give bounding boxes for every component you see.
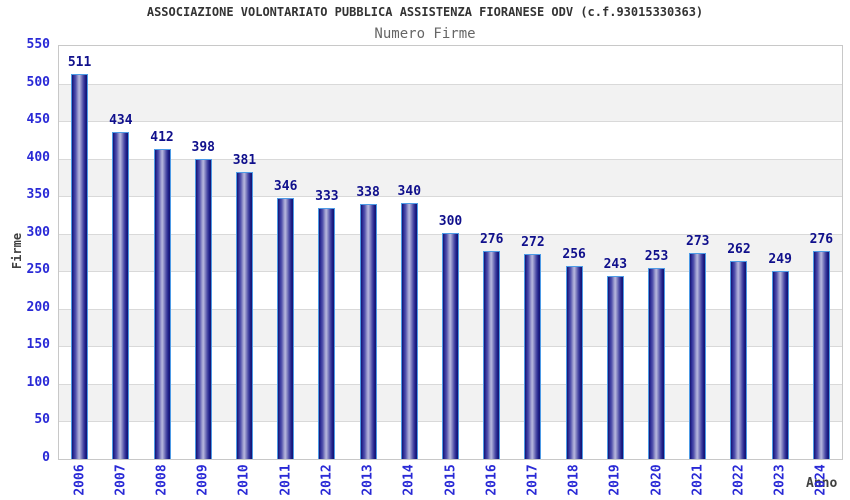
bar-value-label: 346 xyxy=(273,179,298,195)
bar xyxy=(153,148,171,459)
bar xyxy=(524,253,542,459)
x-tick-label: 2012 xyxy=(319,464,335,496)
x-tick-label: 2024 xyxy=(813,464,829,496)
x-tick-label: 2006 xyxy=(72,464,88,496)
bar xyxy=(812,250,830,459)
chart-subtitle: Numero Firme xyxy=(374,26,476,42)
x-tick-label: 2007 xyxy=(113,464,129,496)
x-tick-label: 2008 xyxy=(154,464,170,496)
bar xyxy=(71,74,89,459)
grid-band xyxy=(59,46,842,84)
x-tick-label: 2015 xyxy=(443,464,458,496)
x-tick-label: 2009 xyxy=(195,464,211,496)
bar-value-label: 253 xyxy=(644,249,669,265)
bar xyxy=(689,253,707,459)
bar-value-label: 276 xyxy=(809,231,834,247)
x-tick-label: 2023 xyxy=(772,464,788,496)
bar xyxy=(771,271,789,459)
bar xyxy=(483,250,501,459)
bar-value-label: 272 xyxy=(521,234,545,250)
x-tick-label: 2014 xyxy=(401,464,417,496)
bar xyxy=(648,268,666,459)
y-tick-label: 0 xyxy=(42,450,50,465)
x-tick-label: 2019 xyxy=(607,464,623,496)
bar xyxy=(112,132,130,459)
plot-area: 511 434 412 398 381 346 333 338 340 300 276 272 256 2… xyxy=(58,45,843,460)
bar xyxy=(730,261,748,459)
bar-value-label: 273 xyxy=(686,234,710,250)
bar-value-label: 412 xyxy=(150,129,174,145)
bar xyxy=(235,171,253,459)
bar-value-label: 256 xyxy=(562,246,586,262)
bar xyxy=(442,232,459,459)
chart-title: ASSOCIAZIONE VOLONTARIATO PUBBLICA ASSIS… xyxy=(146,5,704,19)
grid-band xyxy=(59,83,842,122)
x-tick-label: 2010 xyxy=(236,464,252,496)
bar-value-label: 262 xyxy=(727,242,751,258)
y-tick-label: 150 xyxy=(26,337,50,353)
bar xyxy=(565,265,583,459)
x-tick-label: 2017 xyxy=(525,464,541,496)
bar-value-label: 398 xyxy=(191,140,215,156)
y-tick-label: 550 xyxy=(26,37,50,52)
x-tick-label: 2013 xyxy=(360,464,376,496)
y-tick-label: 350 xyxy=(26,187,50,203)
x-tick-label: 2022 xyxy=(731,464,747,496)
y-tick-label: 200 xyxy=(26,299,50,315)
grid-band xyxy=(59,121,842,159)
y-tick-label: 300 xyxy=(26,224,50,240)
bar-value-label: 333 xyxy=(315,188,339,204)
bar xyxy=(318,207,336,459)
bar-value-label: 249 xyxy=(768,252,792,268)
bar-value-label: 300 xyxy=(438,213,463,229)
x-tick-label: 2018 xyxy=(566,464,582,496)
y-tick-label: 500 xyxy=(26,74,50,90)
x-tick-label: 2021 xyxy=(690,464,706,496)
bar-value-label: 511 xyxy=(67,55,92,71)
bar-value-label: 434 xyxy=(109,113,133,129)
grid-band xyxy=(59,196,842,234)
y-tick-label: 100 xyxy=(26,374,50,390)
bar-value-label: 340 xyxy=(397,183,422,199)
x-axis-title: Anno xyxy=(806,476,838,491)
bar-value-label: 243 xyxy=(603,256,628,272)
bar-value-label: 338 xyxy=(356,185,380,201)
y-tick-label: 450 xyxy=(26,112,50,128)
x-tick-label: 2020 xyxy=(649,464,665,496)
bar-value-label: 276 xyxy=(479,231,504,247)
y-tick-label: 400 xyxy=(26,149,50,165)
bar xyxy=(400,202,418,459)
y-tick-label: 50 xyxy=(34,412,50,428)
grid-band xyxy=(59,158,842,197)
y-tick-label: 250 xyxy=(26,262,50,278)
x-tick-label: 2016 xyxy=(484,464,500,496)
bar xyxy=(277,198,295,459)
bar xyxy=(606,275,624,459)
bar xyxy=(194,159,212,459)
x-tick-label: 2011 xyxy=(278,464,294,496)
bar xyxy=(359,204,377,459)
bar-value-label: 381 xyxy=(232,152,257,168)
